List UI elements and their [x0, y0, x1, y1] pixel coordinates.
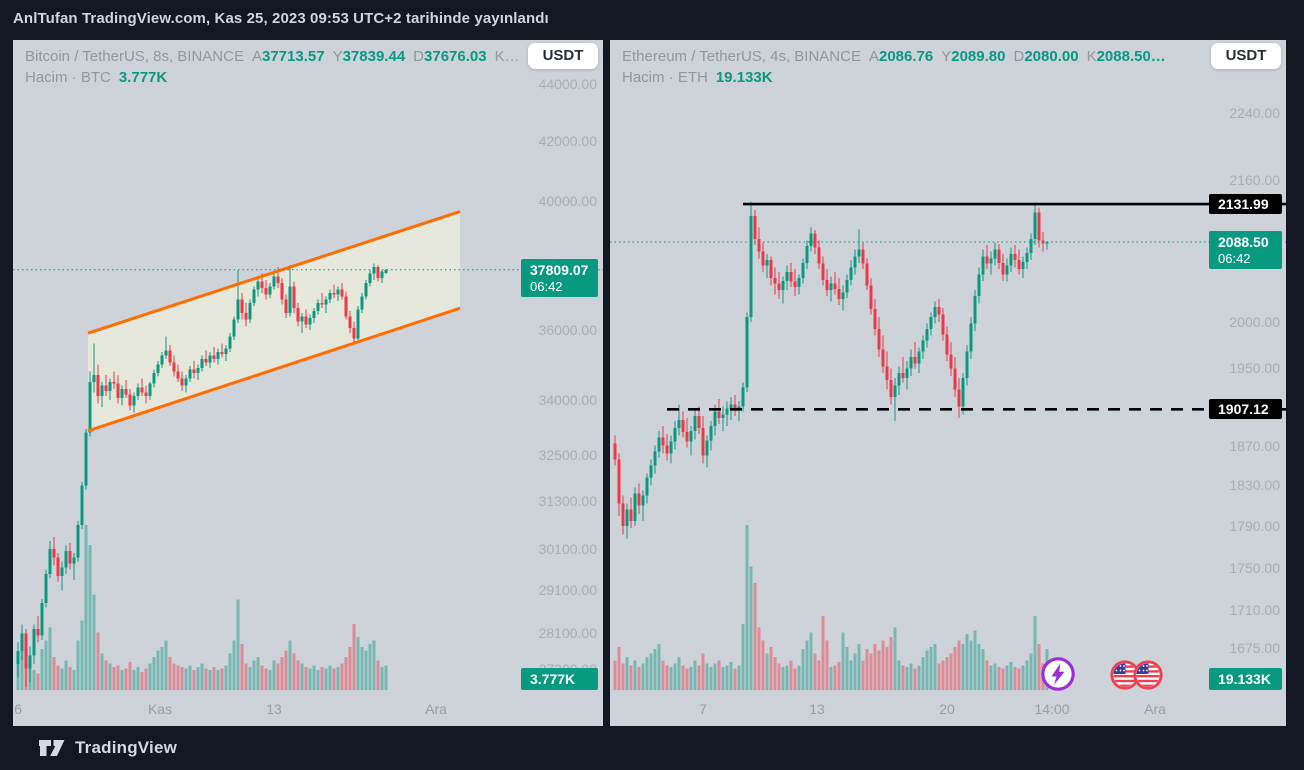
tradingview-footer: TradingView: [0, 726, 1304, 770]
ohlc-key: K…: [494, 48, 520, 65]
us-flags-sticker-icon: [1110, 660, 1163, 690]
symbol-title: Bitcoin / TetherUS, 8s, BINANCE: [25, 48, 244, 65]
chart-legend: Bitcoin / TetherUS, 8s, BINANCE A37713.5…: [25, 46, 520, 88]
price-tick-label: 1950.00: [1229, 360, 1280, 377]
price-tick-label: 42000.00: [538, 132, 597, 149]
ohlc-low: D2080.00: [1013, 48, 1078, 65]
current-price-badge: 2088.50 06:42: [1209, 230, 1282, 269]
ohlc-value: 2089.80: [951, 48, 1006, 65]
current-price: 37809.07: [530, 261, 589, 278]
drawing-annotations: [667, 202, 1286, 411]
price-tick-label: 40000.00: [538, 192, 597, 209]
time-tick-label: Ara: [425, 701, 447, 717]
ohlc-open: A37713.57: [252, 48, 325, 65]
volume-label: Hacim · BTC: [25, 69, 111, 86]
channel-fill: [88, 211, 460, 431]
channel-lower-line: [87, 306, 461, 433]
drawing-annotations: [87, 210, 461, 433]
volume-label: Hacim · ETH: [622, 69, 708, 86]
ohlc-key: A: [868, 48, 879, 65]
ohlc-key: A: [251, 48, 262, 65]
time-tick-label: 20: [939, 701, 955, 717]
volume-value: 3.777K: [118, 69, 168, 86]
current-price-badge: 37809.07 06:42: [521, 258, 598, 297]
publication-text: AnlTufan TradingView.com, Kas 25, 2023 0…: [13, 10, 549, 27]
price-tick-label: 1710.00: [1229, 602, 1280, 619]
current-time: 06:42: [1218, 250, 1251, 266]
price-chart-canvas: [13, 210, 603, 690]
price-tick-label: 31300.00: [538, 493, 597, 510]
symbol-title: Ethereum / TetherUS, 4s, BINANCE: [622, 48, 861, 65]
price-tick-label: 36000.00: [538, 321, 597, 338]
current-time: 06:42: [530, 278, 563, 294]
volume-badge: 19.133K: [1209, 668, 1282, 690]
time-tick-label: 14:00: [1034, 701, 1070, 717]
price-level-badge: 2131.99: [1209, 194, 1282, 215]
ohlc-key: Y: [332, 48, 343, 65]
time-tick-label: 13: [809, 701, 825, 717]
ohlc-key: D: [1013, 48, 1025, 65]
volume-series: [613, 525, 1049, 690]
volume-value: 19.133K: [715, 69, 773, 86]
time-tick-label: Kas: [147, 701, 173, 717]
ohlc-close: K…: [495, 48, 520, 65]
price-tick-label: 44000.00: [538, 76, 597, 92]
price-tick-label: 1870.00: [1229, 437, 1280, 454]
time-tick-label: Ara: [1144, 701, 1166, 717]
tradingview-logo-icon: [39, 740, 65, 756]
price-chart-canvas: [610, 201, 1286, 690]
price-tick-label: 30100.00: [538, 541, 597, 558]
ohlc-value: 2080.00: [1024, 48, 1079, 65]
ohlc-close: K2088.50…: [1087, 48, 1166, 65]
price-tick-label: 2000.00: [1229, 313, 1280, 330]
time-tick-label: 7: [699, 701, 707, 717]
ohlc-high: Y2089.80: [941, 48, 1005, 65]
volume-series: [16, 525, 388, 690]
btc-chart-panel: 44000.0042000.0040000.0038000.0036000.00…: [13, 40, 603, 726]
volume-badge: 3.777K: [521, 668, 598, 690]
lightning-sticker-icon: [1041, 657, 1075, 691]
price-tick-label: 28100.00: [538, 625, 597, 642]
channel-upper-line: [87, 210, 461, 335]
ohlc-low: D37676.03: [413, 48, 486, 65]
current-price: 2088.50: [1218, 233, 1269, 250]
price-tick-label: 1750.00: [1229, 559, 1280, 576]
candlestick-series: [16, 263, 388, 687]
chart-legend: Ethereum / TetherUS, 4s, BINANCE A2086.7…: [622, 46, 1166, 88]
ohlc-open: A2086.76: [869, 48, 933, 65]
time-tick-label: 13: [266, 701, 282, 717]
candlestick-series: [613, 201, 1049, 539]
price-tick-label: 1830.00: [1229, 477, 1280, 494]
price-tick-label: 29100.00: [538, 582, 597, 599]
ohlc-key: Y: [941, 48, 952, 65]
ohlc-value: 2088.50…: [1096, 48, 1166, 65]
price-tick-label: 32500.00: [538, 447, 597, 464]
price-tick-label: 1790.00: [1229, 518, 1280, 535]
ohlc-value: 37839.44: [342, 48, 406, 65]
ohlc-key: K: [1086, 48, 1097, 65]
ohlc-value: 2086.76: [879, 48, 934, 65]
price-tick-label: 1675.00: [1229, 640, 1280, 657]
price-tick-label: 2160.00: [1229, 171, 1280, 188]
brand-name: TradingView: [75, 738, 178, 757]
ohlc-key: D: [413, 48, 425, 65]
quote-currency-button[interactable]: USDT: [528, 43, 598, 69]
ohlc-value: 37713.57: [262, 48, 325, 65]
ohlc-value: 37676.03: [424, 48, 487, 65]
quote-currency-button[interactable]: USDT: [1211, 43, 1281, 69]
ohlc-high: Y37839.44: [333, 48, 406, 65]
publication-bar: AnlTufan TradingView.com, Kas 25, 2023 0…: [0, 0, 1304, 40]
eth-chart-panel: 2240.00 2160.00 2000.00 1950.00 1870.00 1830.…: [610, 40, 1286, 726]
price-level-badge: 1907.12: [1209, 399, 1282, 420]
price-tick-label: 2240.00: [1229, 105, 1280, 121]
price-tick-label: 34000.00: [538, 391, 597, 408]
time-tick-label: 6: [14, 701, 22, 717]
